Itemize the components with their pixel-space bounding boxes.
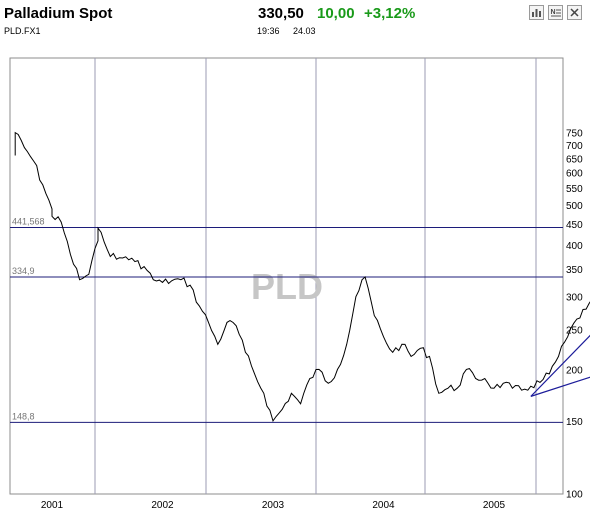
quote-header: Palladium Spot PLD.FX1 330,50 10,00 +3,1… <box>0 0 590 44</box>
instrument-symbol: PLD.FX1 <box>4 26 41 36</box>
trend-line <box>530 334 590 397</box>
trend-line <box>530 376 590 397</box>
horizontal-level-label: 441,568 <box>12 217 45 227</box>
x-tick-label: 2001 <box>41 500 64 511</box>
y-tick-label: 500 <box>566 201 583 212</box>
x-tick-label: 2004 <box>372 500 395 511</box>
y-tick-label: 300 <box>566 293 583 304</box>
quote-time: 19:36 <box>257 26 280 36</box>
horizontal-level-label: 334,9 <box>12 266 35 276</box>
y-tick-label: 600 <box>566 169 583 180</box>
bar-chart-icon[interactable] <box>529 5 544 20</box>
x-tick-label: 2002 <box>151 500 174 511</box>
price-change-percent: +3,12% <box>364 5 416 22</box>
y-tick-label: 650 <box>566 154 583 165</box>
svg-text:N: N <box>551 9 556 16</box>
y-tick-label: 250 <box>566 325 583 336</box>
plot-frame <box>9 57 564 495</box>
y-tick-label: 400 <box>566 241 583 252</box>
price-chart: 2001200220032004200520067507006506005505… <box>9 57 590 511</box>
y-tick-label: 700 <box>566 141 583 152</box>
last-price: 330,50 <box>258 5 304 22</box>
y-tick-label: 450 <box>566 220 583 231</box>
price-change: 10,00 <box>317 5 355 22</box>
close-icon[interactable] <box>567 5 582 20</box>
y-tick-label: 350 <box>566 265 583 276</box>
x-tick-label: 2003 <box>262 500 285 511</box>
symbol-watermark: PLD <box>251 266 323 307</box>
horizontal-level-label: 148,8 <box>12 411 35 421</box>
news-icon[interactable]: N <box>548 5 563 20</box>
x-tick-label: 2005 <box>483 500 506 511</box>
price-series-line <box>14 131 590 423</box>
instrument-title: Palladium Spot <box>4 5 113 22</box>
quote-date: 24.03 <box>293 26 316 36</box>
y-tick-label: 100 <box>566 490 583 501</box>
y-tick-label: 200 <box>566 365 583 376</box>
y-tick-label: 150 <box>566 417 583 428</box>
y-tick-label: 550 <box>566 184 583 195</box>
y-tick-label: 750 <box>566 129 583 140</box>
